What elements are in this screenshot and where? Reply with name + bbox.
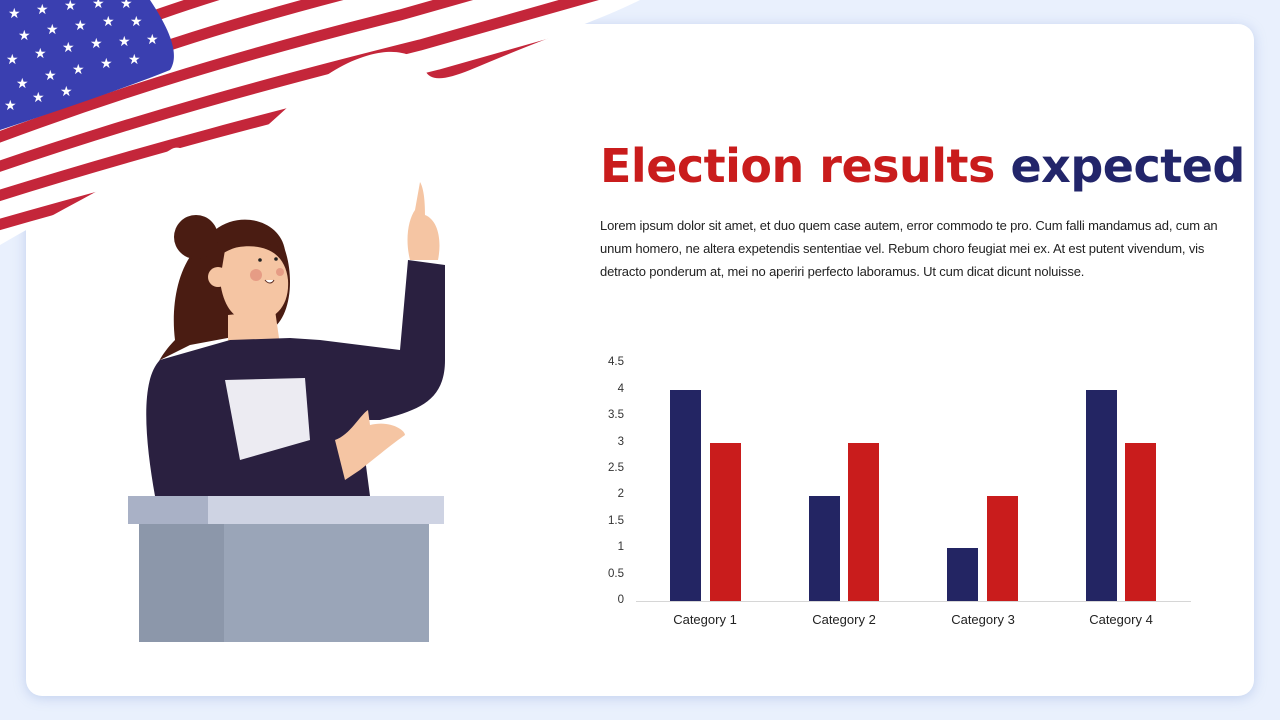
y-tick: 0 — [617, 594, 624, 606]
svg-text:★: ★ — [16, 76, 29, 92]
y-tick: 3 — [617, 436, 624, 448]
svg-text:★: ★ — [46, 22, 59, 38]
y-tick: 1.5 — [608, 515, 624, 527]
svg-text:★: ★ — [60, 84, 73, 100]
slide-title: Election results expected — [600, 138, 1245, 194]
svg-text:★: ★ — [118, 34, 131, 50]
bar-series2-category3 — [987, 496, 1018, 601]
bar-series2-category2 — [848, 443, 879, 601]
svg-text:★: ★ — [6, 52, 19, 68]
svg-text:★: ★ — [36, 2, 49, 18]
x-label-category2: Category 2 — [812, 612, 876, 627]
svg-text:★: ★ — [120, 0, 133, 12]
y-tick: 2 — [617, 488, 624, 500]
bar-series2-category4 — [1125, 443, 1156, 601]
svg-text:★: ★ — [102, 14, 115, 30]
y-tick: 3.5 — [608, 409, 624, 421]
svg-text:★: ★ — [8, 6, 21, 22]
us-flag-illustration: ★ ★ ★ ★ ★ ★ ★ ★ ★ ★ ★ ★ ★ ★ ★ ★ ★ ★ ★ ★ ★ ★ ★ ★ — [0, 0, 640, 245]
bar-series1-category1 — [670, 390, 701, 601]
svg-text:★: ★ — [4, 98, 17, 114]
svg-text:★: ★ — [146, 32, 159, 48]
bar-chart: 0 0.5 1 1.5 2 2.5 3 3.5 4 4.5 Category 1… — [590, 350, 1210, 640]
svg-text:★: ★ — [100, 56, 113, 72]
svg-text:★: ★ — [92, 0, 105, 12]
y-tick: 0.5 — [608, 568, 624, 580]
x-label-category3: Category 3 — [951, 612, 1015, 627]
y-tick: 4.5 — [608, 356, 624, 368]
y-tick: 4 — [617, 383, 624, 395]
title-highlight-navy: expected — [1010, 139, 1245, 193]
title-highlight-red: Election results — [600, 139, 995, 193]
x-label-category4: Category 4 — [1089, 612, 1153, 627]
svg-text:★: ★ — [130, 14, 143, 30]
svg-text:★: ★ — [72, 62, 85, 78]
bar-series1-category4 — [1086, 390, 1117, 601]
y-tick: 1 — [617, 541, 624, 553]
bar-series2-category1 — [710, 443, 741, 601]
svg-text:★: ★ — [32, 90, 45, 106]
svg-text:★: ★ — [62, 40, 75, 56]
slide-body-text: Lorem ipsum dolor sit amet, et duo quem … — [600, 218, 1218, 279]
svg-text:★: ★ — [44, 68, 57, 84]
svg-text:★: ★ — [74, 18, 87, 34]
svg-text:★: ★ — [64, 0, 77, 14]
svg-text:★: ★ — [34, 46, 47, 62]
svg-text:★: ★ — [128, 52, 141, 68]
bar-series1-category3 — [947, 548, 978, 601]
svg-text:★: ★ — [18, 28, 31, 44]
speaker-at-podium-illustration — [128, 182, 445, 642]
bar-series1-category2 — [809, 496, 840, 601]
y-tick: 2.5 — [608, 462, 624, 474]
x-axis-line — [636, 601, 1191, 602]
svg-text:★: ★ — [90, 36, 103, 52]
x-label-category1: Category 1 — [673, 612, 737, 627]
